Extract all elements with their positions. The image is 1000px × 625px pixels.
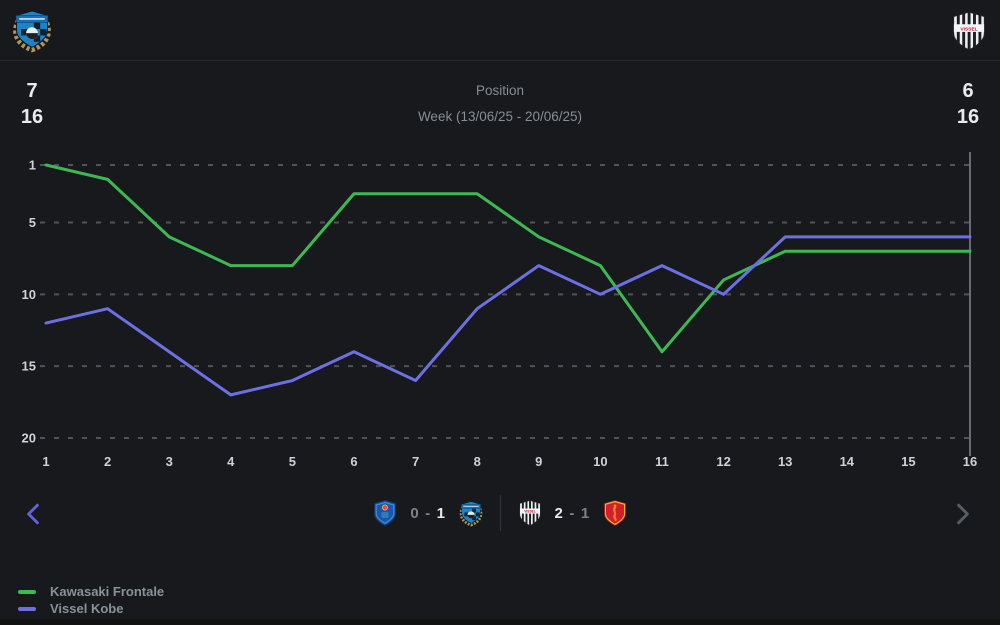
svg-text:16: 16 (963, 454, 977, 469)
svg-text:10: 10 (593, 454, 607, 469)
vissel-kobe-logo (518, 499, 542, 527)
svg-text:5: 5 (29, 215, 36, 230)
legend-item-vissel: Vissel Kobe (18, 600, 164, 617)
svg-text:1: 1 (29, 158, 36, 173)
svg-text:15: 15 (22, 359, 36, 374)
away-score: 1 (436, 504, 446, 522)
home-score: 0 (410, 504, 420, 522)
svg-text:12: 12 (716, 454, 730, 469)
score-separator: - (569, 504, 575, 522)
header-divider (0, 60, 1000, 61)
kawasaki-frontale-logo (12, 7, 52, 53)
legend-item-kawasaki: Kawasaki Frontale (18, 583, 164, 600)
match-score: 0-1 (410, 505, 445, 522)
kawasaki-frontale-logo (459, 500, 482, 527)
svg-text:11: 11 (655, 454, 669, 469)
vissel-kobe-logo (951, 9, 987, 53)
carousel-prev-button[interactable] (26, 503, 40, 525)
svg-text:8: 8 (474, 454, 481, 469)
legend-label: Kawasaki Frontale (50, 584, 165, 599)
svg-text:10: 10 (22, 287, 36, 302)
match-result[interactable]: 2-1 (518, 499, 627, 527)
chart-title: Position (475, 83, 525, 98)
svg-text:6: 6 (350, 454, 357, 469)
match-score: 2-1 (555, 505, 590, 522)
svg-text:9: 9 (535, 454, 542, 469)
home-score: 2 (554, 504, 564, 522)
svg-text:5: 5 (289, 454, 296, 469)
yokohama-fc-logo (374, 500, 397, 526)
chevron-left-icon (27, 503, 39, 525)
carousel-next-button[interactable] (956, 503, 970, 525)
svg-text:7: 7 (412, 454, 419, 469)
footer-strip (0, 619, 1000, 625)
away-team-week: 16 (956, 106, 980, 128)
svg-text:1: 1 (42, 454, 49, 469)
score-separator: - (425, 504, 431, 522)
vissel-line-swatch (18, 606, 36, 611)
svg-text:15: 15 (901, 454, 915, 469)
match-result[interactable]: 0-1 (373, 499, 482, 527)
chart-legend: Kawasaki Frontale Vissel Kobe (18, 583, 164, 617)
home-team-position: 7 (26, 80, 38, 102)
kawasaki-line-swatch (18, 589, 36, 594)
nagoya-grampus-logo (603, 499, 627, 527)
away-score: 1 (580, 504, 590, 522)
svg-text:4: 4 (227, 454, 235, 469)
svg-text:3: 3 (166, 454, 173, 469)
chart-subtitle: Week (13/06/25 - 20/06/25) (417, 109, 583, 124)
svg-text:20: 20 (22, 431, 36, 446)
match-divider (499, 495, 501, 531)
legend-label: Vissel Kobe (50, 601, 124, 616)
svg-text:13: 13 (778, 454, 792, 469)
home-team-week: 16 (20, 106, 44, 128)
match-carousel: 0-1 2-1 (0, 494, 1000, 532)
svg-text:2: 2 (104, 454, 111, 469)
chevron-right-icon (957, 503, 969, 525)
svg-text:14: 14 (840, 454, 855, 469)
away-team-position: 6 (962, 80, 974, 102)
